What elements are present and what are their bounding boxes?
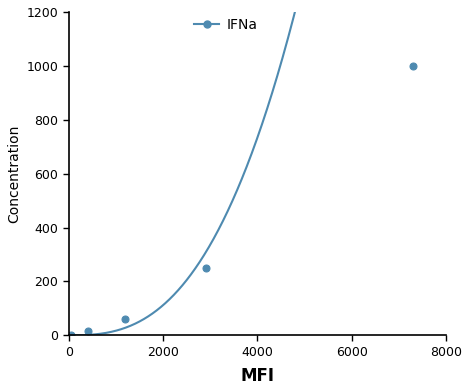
X-axis label: MFI: MFI — [241, 367, 274, 385]
Legend: IFNa: IFNa — [189, 13, 263, 38]
Y-axis label: Concentration: Concentration — [7, 124, 21, 223]
